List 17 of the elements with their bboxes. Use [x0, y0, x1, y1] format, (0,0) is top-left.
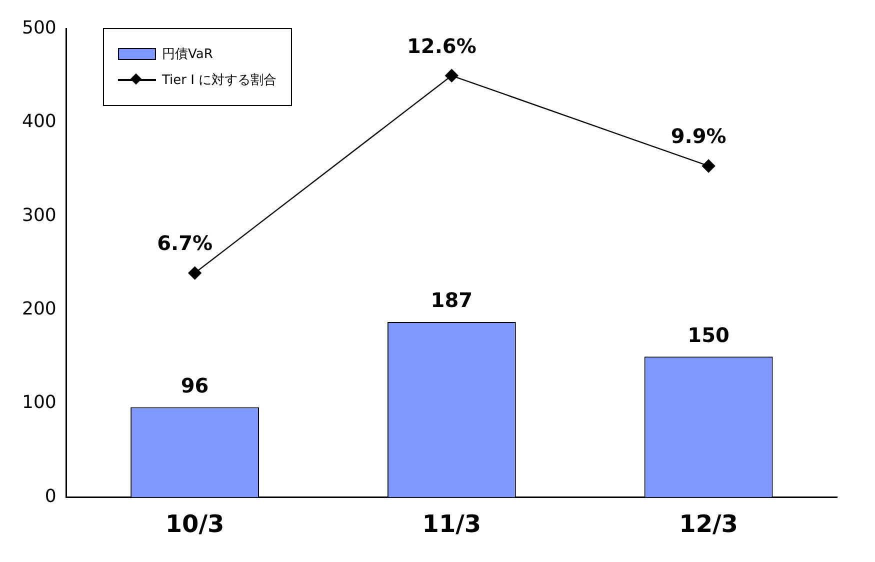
y-tick-label: 0 — [44, 486, 56, 507]
data-label: 187 — [430, 288, 473, 312]
y-tick-label: 200 — [22, 298, 56, 320]
y-tick-label: 300 — [22, 204, 56, 226]
x-tick-label: 12/3 — [679, 510, 738, 538]
data-label: 96 — [180, 373, 209, 398]
data-label: 12.6% — [406, 34, 476, 58]
y-tick-label: 500 — [22, 17, 56, 38]
data-label: 9.9% — [670, 124, 726, 148]
legend-label: Tier I に対する割合 — [162, 72, 277, 89]
data-label: 6.7% — [157, 231, 213, 256]
legend-label: 円債VaR — [162, 46, 213, 63]
y-tick-label: 100 — [22, 392, 56, 414]
x-tick-label: 10/3 — [165, 510, 224, 538]
data-label: 150 — [688, 322, 730, 347]
y-tick-label: 400 — [22, 111, 56, 132]
x-tick-label: 11/3 — [422, 510, 482, 538]
